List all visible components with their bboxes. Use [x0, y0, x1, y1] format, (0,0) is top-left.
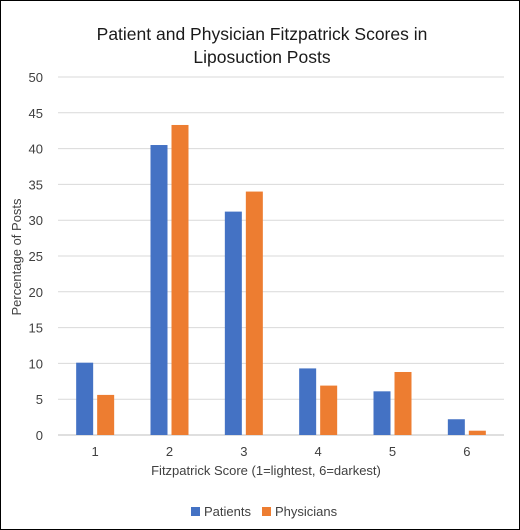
- bar-patients-5: [373, 391, 391, 435]
- y-tick-label: 20: [29, 285, 43, 300]
- x-axis-label: Fitzpatrick Score (1=lightest, 6=darkest…: [151, 463, 381, 478]
- y-tick-label: 15: [29, 321, 43, 336]
- bar-physicians-4: [320, 385, 338, 435]
- chart-title-line-1: Patient and Physician Fitzpatrick Scores…: [97, 24, 428, 44]
- y-tick-label: 50: [29, 70, 43, 85]
- bar-physicians-3: [245, 191, 263, 435]
- y-tick-label: 25: [29, 249, 43, 264]
- bar-patients-6: [447, 419, 465, 435]
- y-tick-label: 40: [29, 142, 43, 157]
- legend-swatch-physicians: [262, 507, 271, 516]
- bar-patients-3: [224, 211, 242, 435]
- y-tick-label: 5: [36, 392, 43, 407]
- y-tick-label: 10: [29, 356, 43, 371]
- legend-swatch-patients: [191, 507, 200, 516]
- x-tick-label: 6: [463, 444, 470, 459]
- bar-physicians-2: [171, 124, 189, 436]
- chart-title-line-2: Liposuction Posts: [193, 47, 330, 67]
- bar-physicians-6: [468, 430, 486, 435]
- gridlines: [58, 76, 504, 436]
- legend: Patients Physicians: [191, 504, 338, 519]
- y-tick-label: 35: [29, 177, 43, 192]
- y-tick-label: 45: [29, 106, 43, 121]
- bars: [76, 124, 486, 436]
- legend-label-physicians: Physicians: [275, 504, 338, 519]
- x-tick-label: 2: [166, 444, 173, 459]
- bar-patients-2: [150, 145, 168, 435]
- bar-patients-1: [76, 362, 94, 435]
- bar-patients-4: [299, 368, 317, 435]
- x-tick-label: 4: [315, 444, 322, 459]
- y-tick-label: 0: [36, 428, 43, 443]
- x-tick-label: 5: [389, 444, 396, 459]
- legend-label-patients: Patients: [204, 504, 251, 519]
- y-tick-label: 30: [29, 213, 43, 228]
- y-axis-label: Percentage of Posts: [9, 198, 24, 316]
- y-axis-ticks: 0 5 10 15 20 25 30 35 40 45 50: [29, 70, 43, 443]
- x-tick-label: 3: [240, 444, 247, 459]
- bar-physicians-1: [97, 394, 115, 435]
- x-axis-ticks: 1 2 3 4 5 6: [92, 444, 471, 459]
- bar-physicians-5: [394, 371, 412, 435]
- x-tick-label: 1: [92, 444, 99, 459]
